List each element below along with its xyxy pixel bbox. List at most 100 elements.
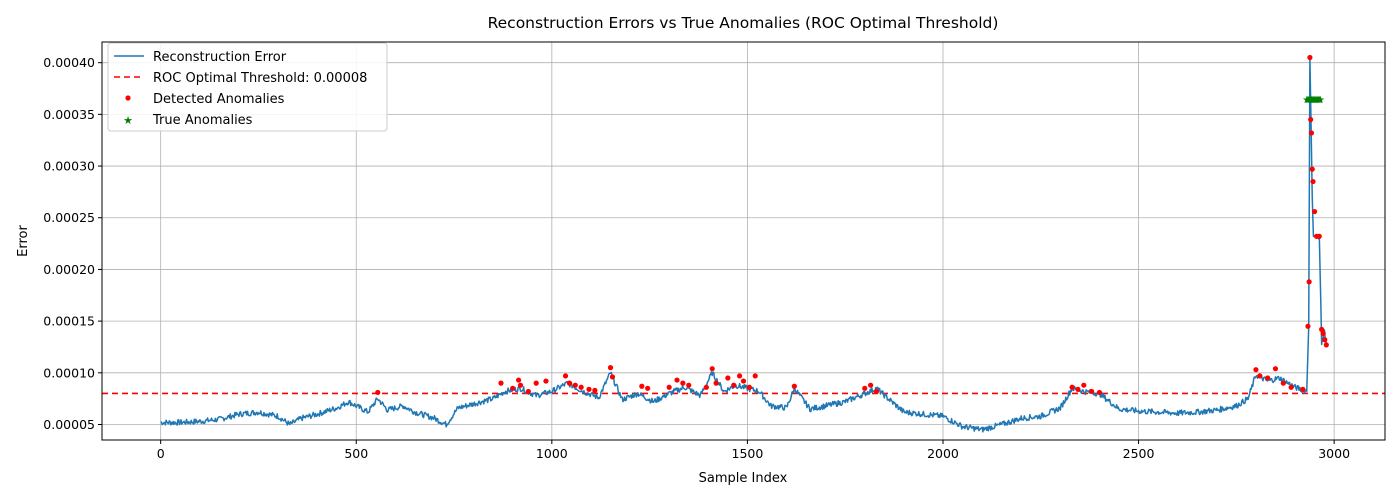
detected-anomaly-point	[1300, 386, 1306, 392]
detected-anomaly-point	[1307, 54, 1313, 61]
detected-anomaly-point	[791, 383, 797, 389]
detected-anomaly-point	[746, 384, 752, 390]
true-anomaly-point: ★	[1313, 95, 1322, 106]
detected-anomaly-point	[578, 384, 584, 390]
detected-anomaly-point	[572, 382, 578, 388]
detected-anomaly-point	[731, 382, 737, 388]
detected-anomaly-point	[1096, 389, 1103, 396]
detected-anomaly-point	[510, 385, 516, 391]
detected-anomaly-point	[686, 382, 692, 388]
y-tick-label: 0.00020	[43, 262, 95, 277]
detected-anomaly-point	[752, 373, 758, 379]
detected-anomaly-point	[639, 383, 645, 389]
true-anomaly-point: ★	[1311, 95, 1320, 106]
detected-anomaly-point	[517, 382, 524, 388]
detected-anomaly-point	[1311, 208, 1318, 215]
detected-anomaly-point	[873, 388, 880, 395]
detected-anomaly-point	[607, 365, 614, 371]
true-anomaly-point: ★	[1314, 95, 1323, 106]
true-anomaly-point: ★	[1308, 95, 1317, 106]
y-tick-label: 0.00030	[43, 159, 95, 174]
detected-anomaly-point	[645, 385, 651, 391]
grid-lines	[102, 42, 1385, 440]
detected-anomaly-point	[562, 373, 569, 379]
detected-anomaly-point	[1272, 366, 1279, 372]
detected-anomaly-point	[1288, 384, 1294, 390]
x-tick-label: 1500	[732, 446, 764, 461]
detected-anomaly-point	[1308, 130, 1315, 136]
detected-anomaly-point	[1309, 166, 1315, 172]
detected-anomaly-point	[709, 366, 715, 372]
detected-anomaly-point	[862, 385, 868, 391]
chart-title: Reconstruction Errors vs True Anomalies …	[488, 14, 999, 32]
detected-anomaly-point	[1316, 233, 1322, 239]
true-anomaly-point: ★	[1315, 95, 1324, 106]
true-anomaly-point: ★	[1306, 95, 1315, 106]
legend: Reconstruction Error ROC Optimal Thresho…	[107, 42, 388, 132]
detected-anomaly-point	[1323, 342, 1329, 348]
plot-frame	[101, 41, 1386, 441]
detected-anomaly-point	[1322, 337, 1328, 343]
true-anomaly-point: ★	[1305, 95, 1314, 106]
y-tick-label: 0.00015	[43, 314, 95, 329]
detected-anomaly-point	[1069, 384, 1075, 390]
detected-anomaly-point	[1081, 382, 1087, 388]
true-anomaly-point: ★	[1302, 95, 1311, 106]
x-tick-label: 2500	[1123, 446, 1155, 461]
detected-anomaly-point	[666, 384, 672, 390]
detected-anomaly-point	[736, 373, 743, 379]
detected-anomaly-point	[1306, 279, 1312, 285]
detected-anomaly-point	[586, 386, 592, 392]
detected-anomaly-point	[515, 377, 522, 383]
y-axis-label: Error	[16, 225, 31, 257]
true-anomaly-point: ★	[1312, 95, 1321, 106]
y-tick-label: 0.00005	[43, 417, 95, 432]
legend-box	[107, 42, 388, 132]
true-anomaly-point: ★	[1303, 95, 1312, 106]
detected-anomaly-point	[609, 374, 616, 380]
detected-anomaly-point	[1253, 367, 1259, 373]
legend-label-threshold: ROC Optimal Threshold: 0.00008	[153, 71, 367, 86]
legend-label-true-anomalies: True Anomalies	[152, 113, 253, 128]
true-anomaly-point: ★	[1309, 95, 1318, 106]
detected-anomaly-point	[1280, 380, 1286, 386]
detected-anomaly-point	[1075, 386, 1081, 392]
marker-layer: ★★★★★★★★★★★★★★★	[375, 54, 1329, 396]
detected-anomaly-point	[498, 380, 504, 386]
detected-anomaly-point	[1310, 178, 1316, 185]
detected-anomaly-point	[543, 378, 549, 384]
y-axis-ticks: 0.00005 0.00010 0.00015 0.00020 0.00025 0.000…	[43, 55, 102, 432]
detected-anomaly-point	[592, 387, 598, 393]
detected-anomaly-point	[1305, 323, 1311, 329]
detected-anomaly-point	[674, 377, 680, 383]
detected-anomaly-point	[1319, 326, 1325, 332]
x-axis-ticks: 0 500 1000 1500 2000 2500 3000	[157, 440, 1350, 461]
detected-anomaly-point	[713, 380, 719, 386]
true-anomaly-point: ★	[1304, 95, 1313, 106]
detected-anomaly-point	[725, 375, 731, 381]
detected-anomaly-point	[1265, 375, 1271, 381]
x-tick-label: 2000	[927, 446, 959, 461]
detected-anomaly-point	[868, 382, 874, 388]
true-anomaly-point: ★	[1307, 95, 1316, 106]
y-tick-label: 0.00040	[43, 55, 95, 70]
legend-label-reconstruction-error: Reconstruction Error	[153, 50, 287, 65]
detected-anomaly-point	[375, 389, 381, 396]
detected-anomaly-point	[1089, 388, 1095, 395]
y-tick-label: 0.00025	[43, 210, 95, 225]
detected-anomaly-point	[680, 380, 686, 386]
x-tick-label: 3000	[1318, 446, 1350, 461]
detected-anomaly-point	[533, 380, 539, 386]
y-tick-label: 0.00010	[43, 365, 95, 380]
detected-anomaly-point	[525, 388, 531, 395]
detected-anomaly-point	[1257, 373, 1263, 379]
detected-anomaly-point	[703, 384, 709, 390]
true-anomaly-point: ★	[1310, 95, 1319, 106]
x-tick-label: 500	[344, 446, 368, 461]
legend-marker-true-anomaly: ★	[123, 114, 133, 127]
detected-anomaly-point	[566, 380, 573, 386]
series-layer	[160, 56, 1328, 433]
x-tick-label: 0	[157, 446, 165, 461]
legend-marker-detected	[125, 95, 131, 101]
